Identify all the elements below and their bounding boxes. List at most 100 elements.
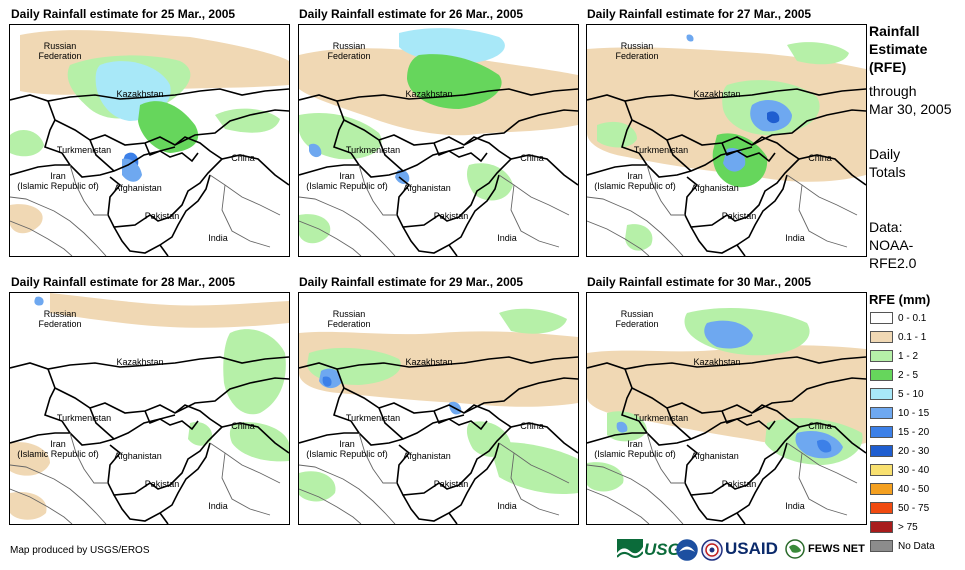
- map-label-turkmenistan: Turkmenistan: [56, 145, 112, 155]
- map-title-3: Daily Rainfall estimate for 27 Mar., 200…: [587, 7, 812, 21]
- map-label-kazakhstan: Kazakhstan: [116, 357, 164, 367]
- map-panel-3: Russian Federation Kazakhstan Turkmenistan C…: [586, 24, 867, 257]
- map-canvas: [587, 308, 866, 524]
- legend-label: 0 - 0.1: [898, 312, 927, 324]
- map-canvas: [10, 293, 289, 524]
- legend-swatch: [870, 331, 893, 343]
- map-label-afghanistan: Afghanistan: [114, 451, 162, 461]
- map-label-india: India: [785, 501, 805, 511]
- map-label-china: China: [520, 421, 544, 431]
- map-label-russia-2: Federation: [615, 319, 659, 329]
- map-label-russia-1: Russian: [43, 309, 77, 319]
- doc-seal: [701, 539, 723, 561]
- legend-item: 20 - 30: [870, 443, 929, 459]
- legend-item: > 75: [870, 519, 918, 535]
- legend-swatch: [870, 388, 893, 400]
- data-label: Data:: [869, 219, 903, 235]
- map-canvas: [299, 308, 578, 524]
- legend-label: 50 - 75: [898, 502, 930, 514]
- map-label-turkmenistan: Turkmenistan: [345, 413, 401, 423]
- map-label-russia-2: Federation: [327, 319, 371, 329]
- map-label-afghanistan: Afghanistan: [403, 183, 451, 193]
- legend-swatch: [870, 540, 893, 552]
- map-label-kazakhstan: Kazakhstan: [405, 357, 453, 367]
- legend-item: 1 - 2: [870, 348, 918, 364]
- map-label-china: China: [231, 153, 255, 163]
- legend-label: 2 - 5: [898, 369, 919, 381]
- map-label-india: India: [497, 233, 517, 243]
- map-panel-5: Russian Federation Kazakhstan Turkmenistan C…: [298, 292, 579, 525]
- legend-swatch: [870, 464, 893, 476]
- noaa-logo: [676, 539, 698, 561]
- legend-item: No Data: [870, 538, 935, 554]
- legend-label: > 75: [898, 521, 918, 533]
- map-label-iran-1: Iran: [50, 439, 66, 449]
- legend-label: No Data: [898, 540, 935, 552]
- map-label-india: India: [208, 501, 228, 511]
- map-label-iran-2: (Islamic Republic of): [306, 181, 388, 191]
- map-label-india: India: [497, 501, 517, 511]
- legend-label: 10 - 15: [898, 407, 930, 419]
- map-label-turkmenistan: Turkmenistan: [633, 413, 689, 423]
- map-title-2: Daily Rainfall estimate for 26 Mar., 200…: [299, 7, 524, 21]
- legend-label: 15 - 20: [898, 426, 930, 438]
- map-label-china: China: [808, 421, 832, 431]
- map-label-iran-2: (Islamic Republic of): [17, 449, 99, 459]
- map-panel-2: Russian Federation Kazakhstan Turkmenistan C…: [298, 24, 579, 257]
- map-label-iran-2: (Islamic Republic of): [594, 449, 676, 459]
- map-label-iran-1: Iran: [339, 439, 355, 449]
- map-canvas: [587, 34, 866, 256]
- map-label-pakistan: Pakistan: [144, 211, 180, 221]
- map-label-pakistan: Pakistan: [721, 479, 757, 489]
- map-label-afghanistan: Afghanistan: [691, 451, 739, 461]
- map-label-afghanistan: Afghanistan: [403, 451, 451, 461]
- map-label-china: China: [808, 153, 832, 163]
- legend-swatch: [870, 407, 893, 419]
- rfe-heading-line-3: (RFE): [869, 59, 907, 75]
- usaid-logo: USAID: [725, 539, 778, 559]
- map-label-russia-2: Federation: [38, 51, 82, 61]
- map-panel-4: Russian Federation Kazakhstan Turkmenistan C…: [9, 292, 290, 525]
- map-label-russia-1: Russian: [43, 41, 77, 51]
- map-label-iran-2: (Islamic Republic of): [594, 181, 676, 191]
- map-label-iran-1: Iran: [339, 171, 355, 181]
- legend-label: 1 - 2: [898, 350, 919, 362]
- map-credit: Map produced by USGS/EROS: [10, 545, 150, 556]
- data-source-1: NOAA-: [869, 237, 914, 253]
- through-date: Mar 30, 2005: [869, 101, 952, 117]
- map-label-iran-1: Iran: [627, 439, 643, 449]
- map-label-kazakhstan: Kazakhstan: [693, 357, 741, 367]
- noaa-emblem-icon: [676, 539, 698, 561]
- legend-item: 15 - 20: [870, 424, 929, 440]
- map-label-russia-1: Russian: [332, 41, 366, 51]
- map-label-pakistan: Pakistan: [721, 211, 757, 221]
- rfe-heading-line-2: Estimate: [869, 41, 928, 57]
- map-label-russia-1: Russian: [620, 41, 654, 51]
- map-label-turkmenistan: Turkmenistan: [633, 145, 689, 155]
- map-panel-6: Russian Federation Kazakhstan Turkmenistan C…: [586, 292, 867, 525]
- legend-swatch: [870, 369, 893, 381]
- map-title-1: Daily Rainfall estimate for 25 Mar., 200…: [11, 7, 236, 21]
- map-label-iran-1: Iran: [627, 171, 643, 181]
- legend-item: 40 - 50: [870, 481, 929, 497]
- legend-item: 0 - 0.1: [870, 310, 926, 326]
- map-label-iran-2: (Islamic Republic of): [306, 449, 388, 459]
- map-title-6: Daily Rainfall estimate for 30 Mar., 200…: [587, 275, 812, 289]
- map-label-russia-1: Russian: [332, 309, 366, 319]
- legend-item: 0.1 - 1: [870, 329, 926, 345]
- map-label-russia-2: Federation: [615, 51, 659, 61]
- globe-icon: [785, 539, 805, 559]
- map-label-china: China: [520, 153, 544, 163]
- legend-label: 20 - 30: [898, 445, 930, 457]
- legend-label: 5 - 10: [898, 388, 924, 400]
- totals-text: Totals: [869, 164, 906, 180]
- map-label-afghanistan: Afghanistan: [114, 183, 162, 193]
- legend-item: 10 - 15: [870, 405, 929, 421]
- map-label-china: China: [231, 421, 255, 431]
- legend-title: RFE (mm): [869, 292, 931, 307]
- legend-label: 40 - 50: [898, 483, 930, 495]
- data-source-2: RFE2.0: [869, 255, 917, 271]
- legend-swatch: [870, 312, 893, 324]
- map-label-iran-1: Iran: [50, 171, 66, 181]
- legend-label: 0.1 - 1: [898, 331, 927, 343]
